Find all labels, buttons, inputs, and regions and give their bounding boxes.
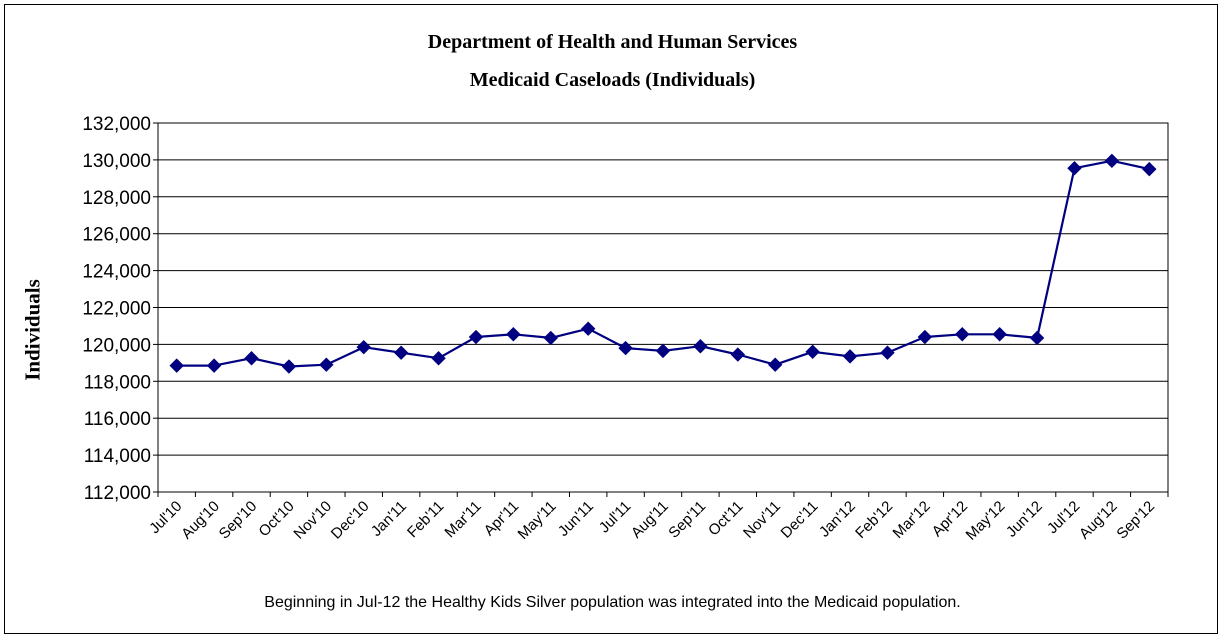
data-point	[1142, 161, 1157, 177]
x-tick-label: Aug'10	[178, 498, 223, 543]
data-point	[618, 340, 633, 356]
x-tick-label: May'11	[515, 498, 560, 543]
data-point	[655, 343, 671, 359]
x-tick-label: Mar'11	[441, 498, 484, 541]
data-point	[842, 349, 858, 364]
data-point	[431, 351, 446, 366]
data-point	[319, 357, 334, 372]
y-tick-label: 130,000	[82, 151, 151, 172]
x-tick-label: Aug'11	[628, 498, 672, 542]
x-tick-label: Jan'12	[816, 498, 859, 541]
x-tick-label: Nov'10	[290, 498, 335, 543]
data-point	[206, 358, 222, 373]
chart-title: Department of Health and Human Services	[427, 31, 798, 53]
data-point	[805, 344, 820, 359]
data-point	[281, 359, 297, 374]
chart-frame	[4, 4, 1218, 634]
x-tick-label: Sep'11	[665, 498, 709, 542]
data-point	[169, 358, 184, 373]
y-tick-label: 118,000	[84, 372, 151, 393]
y-tick-label: 120,000	[82, 335, 151, 356]
chart-subtitle: Medicaid Caseloads (Individuals)	[469, 69, 756, 91]
data-point	[955, 327, 970, 342]
footnote: Beginning in Jul-12 the Healthy Kids Sil…	[264, 594, 961, 611]
x-tick-label: May'12	[963, 498, 1009, 544]
x-tick-label: Mar'12	[890, 498, 934, 542]
x-tick-label: Sep'12	[1113, 498, 1158, 543]
y-tick-label: 122,000	[82, 299, 151, 320]
data-point	[356, 339, 371, 355]
y-tick-label: 124,000	[82, 262, 151, 283]
y-tick-label: 126,000	[82, 225, 151, 246]
x-tick-label: Nov'11	[740, 498, 784, 542]
x-tick-label: Oct'10	[255, 498, 297, 540]
data-point	[244, 351, 259, 366]
x-tick-label: Feb'11	[404, 498, 447, 541]
data-point	[693, 339, 708, 354]
y-tick-label: 128,000	[82, 188, 151, 209]
plot-area	[157, 122, 1169, 493]
data-point	[543, 330, 558, 346]
data-point	[468, 329, 484, 345]
x-tick-label: Jun'12	[1003, 498, 1046, 541]
x-tick-label: Dec'11	[778, 498, 822, 542]
y-tick-label: 132,000	[82, 114, 151, 135]
y-tick-label: 116,000	[84, 409, 151, 430]
x-tick-label: Jan'11	[368, 498, 410, 540]
data-point	[880, 345, 895, 360]
y-tick-label: 114,000	[84, 446, 151, 467]
data-point	[506, 327, 521, 342]
data-point	[768, 357, 783, 372]
data-point	[580, 321, 596, 336]
data-point	[917, 329, 933, 345]
data-point	[1029, 330, 1045, 346]
data-point	[730, 347, 746, 362]
x-tick-label: Oct'11	[705, 498, 747, 540]
x-tick-label: Jun'11	[555, 498, 597, 540]
x-tick-label: Aug'12	[1076, 498, 1121, 543]
data-point	[1104, 153, 1120, 169]
y-tick-label: 112,000	[84, 483, 151, 504]
x-tick-label: Sep'10	[216, 498, 261, 543]
data-point	[393, 345, 409, 360]
data-point	[992, 327, 1007, 342]
x-tick-label: Feb'12	[852, 498, 896, 542]
data-point	[1067, 160, 1082, 176]
x-tick-label: Dec'10	[328, 498, 373, 543]
